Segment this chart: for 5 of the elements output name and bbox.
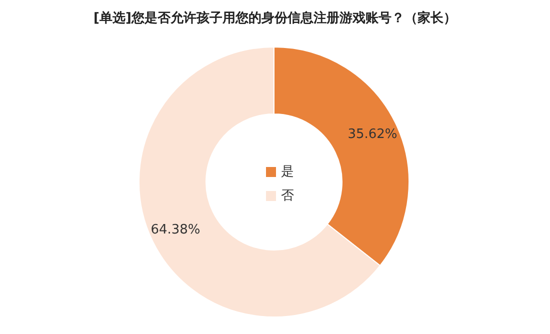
chart-title: [单选]您是否允许孩子用您的身份信息注册游戏账号？（家长） [94,10,456,26]
legend-label: 是 [281,164,294,180]
data-label: 64.38% [150,222,200,238]
data-label: 35.62% [348,126,398,142]
legend-label: 否 [281,188,294,204]
